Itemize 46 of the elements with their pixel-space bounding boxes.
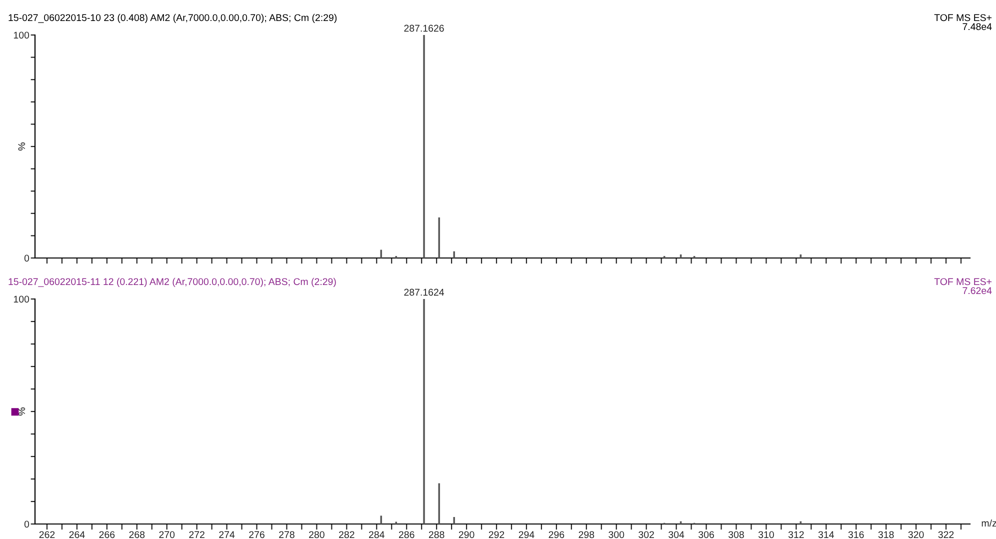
x-tick-label: 272 [189, 531, 204, 538]
y-axis-title: % [18, 142, 26, 150]
x-tick-label: 266 [99, 531, 115, 538]
x-tick-label: 288 [428, 531, 444, 538]
annotation: 287.1624 [404, 288, 444, 296]
y-tick-label: 100 [14, 32, 30, 39]
x-tick-label: 298 [578, 531, 594, 538]
x-tick-label: 262 [39, 531, 55, 538]
x-tick-label: 282 [339, 531, 354, 538]
x-tick-label: 286 [398, 531, 414, 538]
x-tick-label: 276 [249, 531, 264, 538]
x-tick-label: 318 [878, 531, 894, 538]
x-tick-label: 274 [219, 531, 235, 538]
x-tick-label: 308 [728, 531, 744, 538]
y-tick-label: 0 [24, 254, 30, 262]
x-tick-label: 314 [818, 531, 834, 538]
annotation: 287.1626 [404, 24, 444, 32]
x-tick-label: 300 [608, 531, 624, 538]
x-tick-label: 270 [159, 531, 175, 538]
x-tick-label: 320 [908, 531, 924, 538]
chart-title: 15-027_06022015-11 12 (0.221) AM2 (Ar,7000.0,0.00,0.70); ABS; Cm (2:29) [8, 278, 336, 287]
x-tick-label: 268 [129, 531, 145, 538]
x-tick-label: 310 [758, 531, 774, 538]
x-tick-label: 292 [488, 531, 504, 538]
text: 7.62e4 [962, 287, 992, 294]
x-tick-label: 302 [638, 531, 654, 538]
text: TOF MS ES+ [934, 14, 992, 22]
y-tick-label: 0 [24, 520, 30, 528]
x-tick-label: 264 [69, 531, 85, 538]
x-tick-label: 312 [788, 531, 804, 538]
y-tick-label: 100 [14, 296, 30, 303]
text: 7.48e4 [962, 23, 992, 30]
x-tick-label: 316 [848, 531, 864, 538]
y-axis-title: % [18, 408, 26, 416]
x-tick-label: 296 [548, 531, 564, 538]
x-tick-label: 294 [518, 531, 534, 538]
text: TOF MS ES+ [934, 278, 992, 286]
x-tick-label: 322 [938, 531, 954, 538]
x-tick-label: 284 [369, 531, 384, 538]
chart-title: 15-027_06022015-10 23 (0.408) AM2 (Ar,7000.0,0.00,0.70); ABS; Cm (2:29) [8, 14, 337, 23]
x-tick-label: 290 [458, 531, 474, 538]
x-tick-label: 280 [309, 531, 324, 538]
x-axis-title: m/z [982, 519, 996, 527]
x-tick-label: 278 [279, 531, 294, 538]
x-tick-label: 304 [668, 531, 684, 538]
x-tick-label: 306 [698, 531, 714, 538]
